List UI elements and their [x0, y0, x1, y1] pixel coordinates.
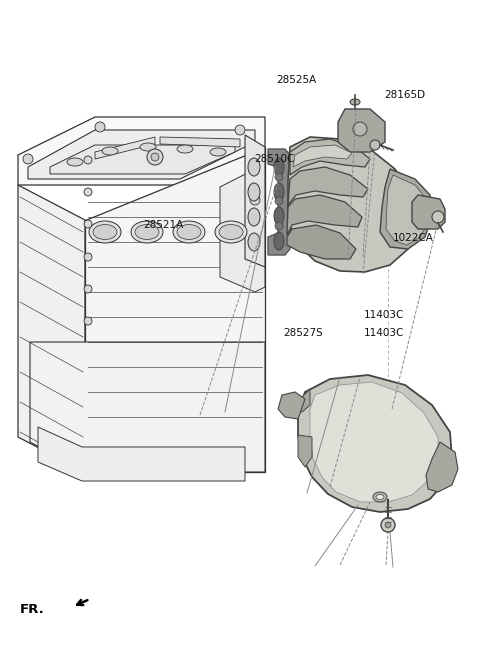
Circle shape: [147, 149, 163, 165]
Polygon shape: [38, 427, 245, 481]
Polygon shape: [310, 382, 438, 502]
Circle shape: [23, 154, 33, 164]
Ellipse shape: [215, 221, 247, 243]
Ellipse shape: [131, 221, 163, 243]
Polygon shape: [288, 167, 368, 205]
Polygon shape: [50, 145, 235, 174]
Polygon shape: [220, 164, 265, 292]
Circle shape: [84, 220, 92, 228]
Polygon shape: [95, 137, 155, 159]
Ellipse shape: [248, 208, 260, 226]
Polygon shape: [18, 117, 265, 185]
Ellipse shape: [274, 232, 284, 250]
Ellipse shape: [135, 225, 159, 240]
Polygon shape: [288, 137, 415, 272]
Ellipse shape: [140, 143, 156, 151]
Circle shape: [250, 195, 260, 205]
Ellipse shape: [102, 147, 118, 155]
Circle shape: [84, 317, 92, 325]
Polygon shape: [85, 147, 265, 472]
Circle shape: [95, 122, 105, 132]
Polygon shape: [298, 435, 312, 467]
Ellipse shape: [219, 225, 243, 240]
Polygon shape: [160, 137, 240, 147]
Polygon shape: [298, 375, 452, 512]
Polygon shape: [245, 135, 265, 267]
Text: 11403C: 11403C: [364, 310, 404, 321]
Text: 28527S: 28527S: [283, 328, 323, 338]
Circle shape: [84, 156, 92, 164]
Polygon shape: [290, 139, 370, 175]
Polygon shape: [293, 145, 352, 167]
Ellipse shape: [248, 158, 260, 176]
Ellipse shape: [210, 148, 226, 156]
Ellipse shape: [177, 225, 201, 240]
Polygon shape: [338, 109, 385, 152]
Circle shape: [235, 125, 245, 135]
Polygon shape: [426, 442, 458, 492]
Polygon shape: [278, 392, 305, 419]
Ellipse shape: [373, 492, 387, 502]
Ellipse shape: [173, 221, 205, 243]
Ellipse shape: [274, 183, 284, 201]
Polygon shape: [412, 195, 445, 229]
Circle shape: [275, 197, 283, 205]
Text: FR.: FR.: [20, 603, 45, 616]
Ellipse shape: [274, 158, 284, 176]
Ellipse shape: [89, 221, 121, 243]
Circle shape: [353, 122, 367, 136]
Ellipse shape: [67, 158, 83, 166]
Text: 11403C: 11403C: [364, 328, 404, 338]
Circle shape: [275, 173, 283, 181]
Text: 28521A: 28521A: [143, 219, 183, 230]
Circle shape: [84, 285, 92, 293]
Ellipse shape: [350, 99, 360, 105]
Circle shape: [84, 253, 92, 261]
Circle shape: [151, 153, 159, 161]
Polygon shape: [268, 149, 290, 255]
Circle shape: [385, 522, 391, 528]
Ellipse shape: [248, 183, 260, 201]
Circle shape: [275, 222, 283, 230]
Polygon shape: [380, 169, 432, 249]
Ellipse shape: [248, 233, 260, 251]
Polygon shape: [30, 342, 265, 472]
Circle shape: [84, 188, 92, 196]
Circle shape: [381, 518, 395, 532]
Ellipse shape: [376, 495, 384, 499]
Polygon shape: [298, 389, 310, 412]
Ellipse shape: [177, 145, 193, 153]
Ellipse shape: [274, 207, 284, 225]
Polygon shape: [386, 175, 430, 245]
Text: 28165D: 28165D: [384, 89, 425, 100]
Text: 28510C: 28510C: [254, 154, 295, 164]
Text: 28525A: 28525A: [276, 75, 316, 85]
Polygon shape: [18, 185, 85, 472]
Polygon shape: [287, 195, 362, 235]
Polygon shape: [28, 130, 255, 179]
Circle shape: [432, 211, 444, 223]
Circle shape: [370, 140, 380, 150]
Ellipse shape: [93, 225, 117, 240]
Text: 1022CA: 1022CA: [393, 233, 433, 243]
Polygon shape: [287, 225, 356, 259]
